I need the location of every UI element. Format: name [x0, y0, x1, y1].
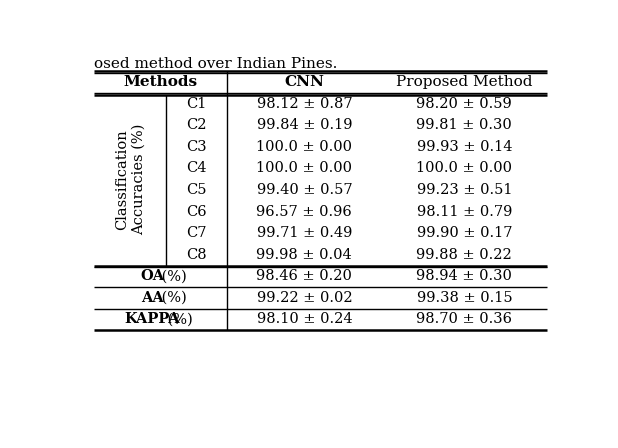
Text: Methods: Methods — [124, 75, 198, 89]
Text: 98.12 ± 0.87: 98.12 ± 0.87 — [256, 97, 352, 111]
Text: 98.11 ± 0.79: 98.11 ± 0.79 — [417, 205, 512, 219]
Text: 99.71 ± 0.49: 99.71 ± 0.49 — [256, 226, 352, 240]
Text: C7: C7 — [187, 226, 207, 240]
Text: Classification
Accuracies (%): Classification Accuracies (%) — [115, 124, 145, 235]
Text: 98.20 ± 0.59: 98.20 ± 0.59 — [417, 97, 512, 111]
Text: OA: OA — [140, 269, 164, 283]
Text: 99.93 ± 0.14: 99.93 ± 0.14 — [417, 140, 512, 154]
Text: 99.23 ± 0.51: 99.23 ± 0.51 — [417, 183, 512, 197]
Text: 99.40 ± 0.57: 99.40 ± 0.57 — [256, 183, 352, 197]
Text: C8: C8 — [186, 248, 207, 262]
Text: (%): (%) — [157, 269, 187, 283]
Text: 100.0 ± 0.00: 100.0 ± 0.00 — [417, 161, 512, 176]
Text: 99.38 ± 0.15: 99.38 ± 0.15 — [417, 291, 512, 305]
Text: 99.90 ± 0.17: 99.90 ± 0.17 — [417, 226, 512, 240]
Text: KAPPA: KAPPA — [124, 312, 180, 327]
Text: 99.84 ± 0.19: 99.84 ± 0.19 — [256, 118, 352, 132]
Text: 99.81 ± 0.30: 99.81 ± 0.30 — [417, 118, 512, 132]
Text: (%): (%) — [163, 312, 193, 327]
Text: 99.98 ± 0.04: 99.98 ± 0.04 — [256, 248, 352, 262]
Text: 96.57 ± 0.96: 96.57 ± 0.96 — [256, 205, 352, 219]
Text: AA: AA — [141, 291, 163, 305]
Text: C4: C4 — [187, 161, 207, 176]
Text: osed method over Indian Pines.: osed method over Indian Pines. — [95, 57, 337, 71]
Text: 100.0 ± 0.00: 100.0 ± 0.00 — [256, 161, 352, 176]
Text: 98.70 ± 0.36: 98.70 ± 0.36 — [417, 312, 512, 327]
Text: 98.94 ± 0.30: 98.94 ± 0.30 — [417, 269, 512, 283]
Text: 98.46 ± 0.20: 98.46 ± 0.20 — [256, 269, 352, 283]
Text: 98.10 ± 0.24: 98.10 ± 0.24 — [256, 312, 352, 327]
Text: CNN: CNN — [284, 75, 324, 89]
Text: (%): (%) — [157, 291, 187, 305]
Text: C2: C2 — [187, 118, 207, 132]
Text: Proposed Method: Proposed Method — [396, 75, 533, 89]
Text: C5: C5 — [187, 183, 207, 197]
Text: C3: C3 — [186, 140, 207, 154]
Text: C1: C1 — [187, 97, 207, 111]
Text: C6: C6 — [186, 205, 207, 219]
Text: 100.0 ± 0.00: 100.0 ± 0.00 — [256, 140, 352, 154]
Text: 99.22 ± 0.02: 99.22 ± 0.02 — [256, 291, 352, 305]
Text: 99.88 ± 0.22: 99.88 ± 0.22 — [417, 248, 512, 262]
